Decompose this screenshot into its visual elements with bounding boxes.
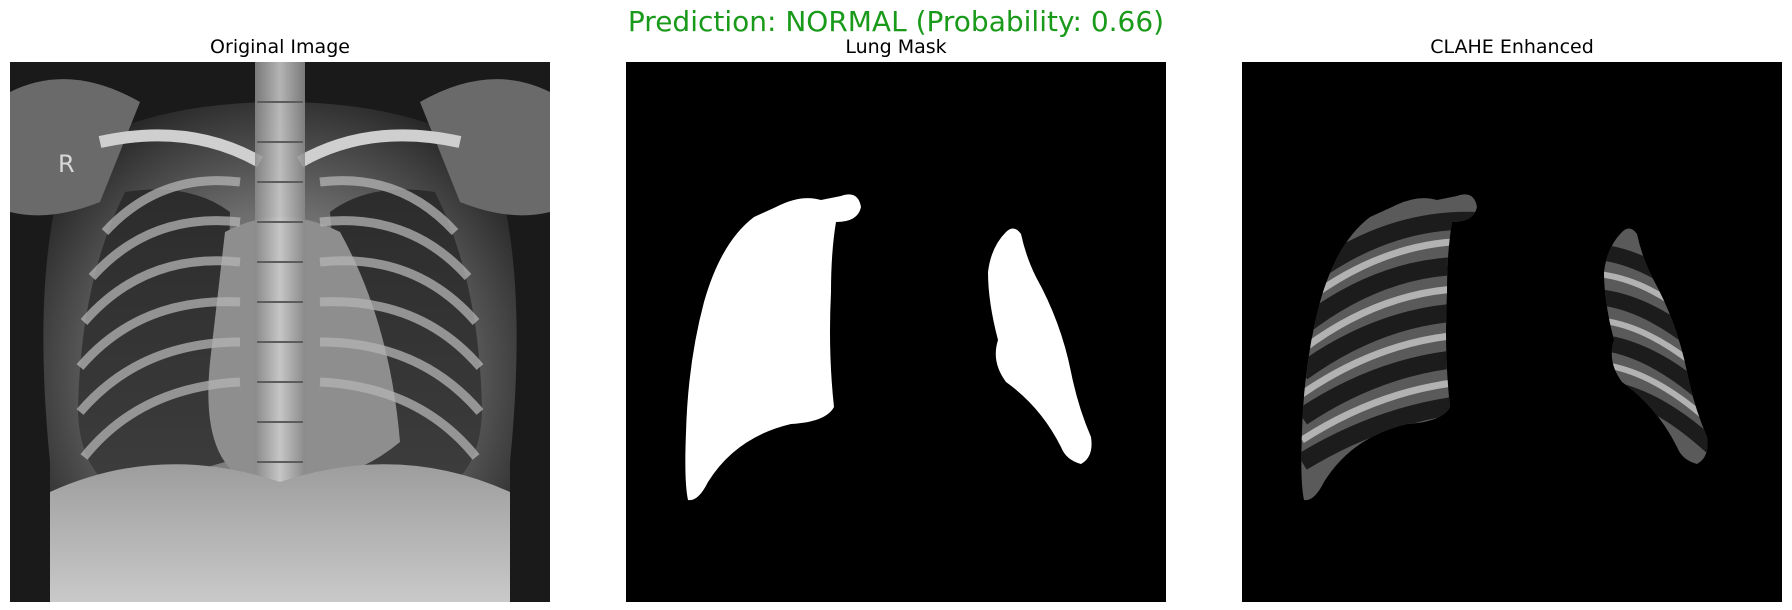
right-lung-mask [685, 194, 861, 501]
panel-title-original: Original Image [210, 36, 350, 58]
xray-illustration: R [10, 62, 550, 602]
lung-mask-image [626, 62, 1166, 602]
left-lung-mask [988, 228, 1092, 464]
clahe-illustration [1242, 62, 1782, 602]
mask-illustration [626, 62, 1166, 602]
clahe-enhanced-image [1242, 62, 1782, 602]
prediction-title: Prediction: NORMAL (Probability: 0.66) [627, 5, 1165, 38]
panel-title-mask: Lung Mask [845, 36, 947, 58]
xray-side-marker: R [58, 150, 75, 178]
panel-title-clahe: CLAHE Enhanced [1430, 36, 1594, 58]
original-xray-image: R [10, 62, 550, 602]
